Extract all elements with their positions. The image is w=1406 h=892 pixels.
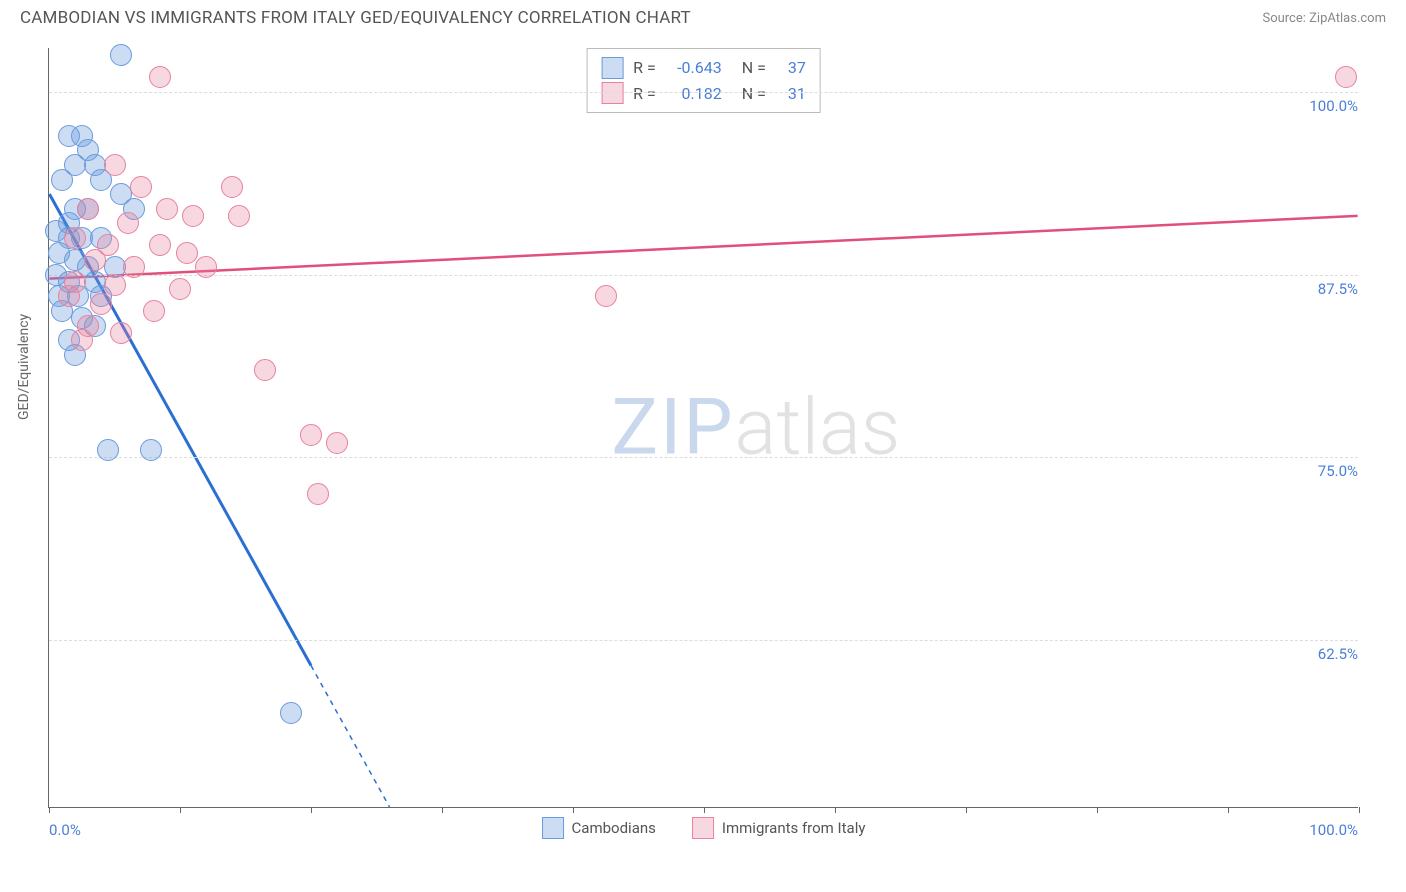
gridline: [49, 640, 1358, 641]
x-tick: [966, 807, 967, 813]
trend-line-dashed: [311, 666, 389, 807]
legend-swatch: [601, 82, 623, 104]
stat-n-value: 31: [776, 81, 806, 107]
x-tick: [1359, 807, 1360, 813]
data-point: [140, 439, 162, 461]
data-point: [300, 424, 322, 446]
data-point: [104, 274, 126, 296]
data-point: [176, 242, 198, 264]
data-point: [71, 329, 93, 351]
header: CAMBODIAN VS IMMIGRANTS FROM ITALY GED/E…: [0, 0, 1406, 32]
x-tick: [704, 807, 705, 813]
x-tick: [311, 807, 312, 813]
data-point: [51, 169, 73, 191]
data-point: [595, 285, 617, 307]
data-point: [228, 205, 250, 227]
data-point: [254, 359, 276, 381]
data-point: [123, 256, 145, 278]
trend-line: [49, 216, 1357, 279]
gridline: [49, 92, 1358, 93]
stats-row: R = 0.182 N = 31: [601, 81, 806, 107]
data-point: [221, 176, 243, 198]
data-point: [58, 285, 80, 307]
data-point: [149, 66, 171, 88]
x-tick: [1228, 807, 1229, 813]
data-point: [156, 198, 178, 220]
x-tick: [573, 807, 574, 813]
legend-label: Immigrants from Italy: [722, 819, 866, 837]
data-point: [110, 322, 132, 344]
y-tick-label: 100.0%: [1307, 97, 1360, 115]
x-tick: [1097, 807, 1098, 813]
data-point: [77, 198, 99, 220]
x-tick-label-left: 0.0%: [49, 821, 81, 839]
y-tick-label: 75.0%: [1316, 462, 1360, 480]
stat-r-label: R =: [633, 81, 656, 107]
scatter-chart: ZIPatlas R =-0.643N =37R =0.182N =31 Cam…: [48, 48, 1358, 808]
legend: Cambodians Immigrants from Italy: [542, 817, 866, 839]
data-point: [130, 176, 152, 198]
data-point: [143, 300, 165, 322]
legend-swatch: [692, 817, 714, 839]
data-point: [149, 234, 171, 256]
stat-n-label: N =: [742, 81, 766, 107]
gridline: [49, 457, 1358, 458]
x-tick: [180, 807, 181, 813]
stat-r-value: -0.643: [666, 55, 722, 81]
legend-swatch: [542, 817, 564, 839]
y-axis-label: GED/Equivalency: [16, 314, 32, 420]
legend-item: Immigrants from Italy: [692, 817, 866, 839]
data-point: [110, 44, 132, 66]
stats-box: R = -0.643 N = 37 R = 0.182 N = 31: [586, 48, 821, 113]
legend-swatch: [601, 57, 623, 79]
x-tick: [835, 807, 836, 813]
data-point: [169, 278, 191, 300]
legend-label: Cambodians: [572, 819, 656, 837]
data-point: [90, 293, 112, 315]
data-point: [307, 483, 329, 505]
legend-item: Cambodians: [542, 817, 656, 839]
x-tick: [442, 807, 443, 813]
y-tick-label: 62.5%: [1316, 645, 1360, 663]
x-tick: [49, 807, 50, 813]
source-label: Source: ZipAtlas.com: [1262, 11, 1386, 26]
data-point: [195, 256, 217, 278]
stat-r-label: R =: [633, 55, 656, 81]
data-point: [182, 205, 204, 227]
chart-title: CAMBODIAN VS IMMIGRANTS FROM ITALY GED/E…: [20, 8, 691, 28]
trend-lines: [49, 48, 1358, 807]
data-point: [104, 154, 126, 176]
y-tick-label: 87.5%: [1316, 280, 1360, 298]
stats-row: R = -0.643 N = 37: [601, 55, 806, 81]
data-point: [1335, 66, 1357, 88]
stat-n-value: 37: [776, 55, 806, 81]
x-tick-label-right: 100.0%: [1309, 821, 1358, 839]
data-point: [326, 432, 348, 454]
stat-r-value: 0.182: [666, 81, 722, 107]
gridline: [49, 275, 1358, 276]
data-point: [64, 227, 86, 249]
data-point: [117, 212, 139, 234]
data-point: [97, 439, 119, 461]
stat-n-label: N =: [742, 55, 766, 81]
data-point: [84, 249, 106, 271]
data-point: [280, 702, 302, 724]
